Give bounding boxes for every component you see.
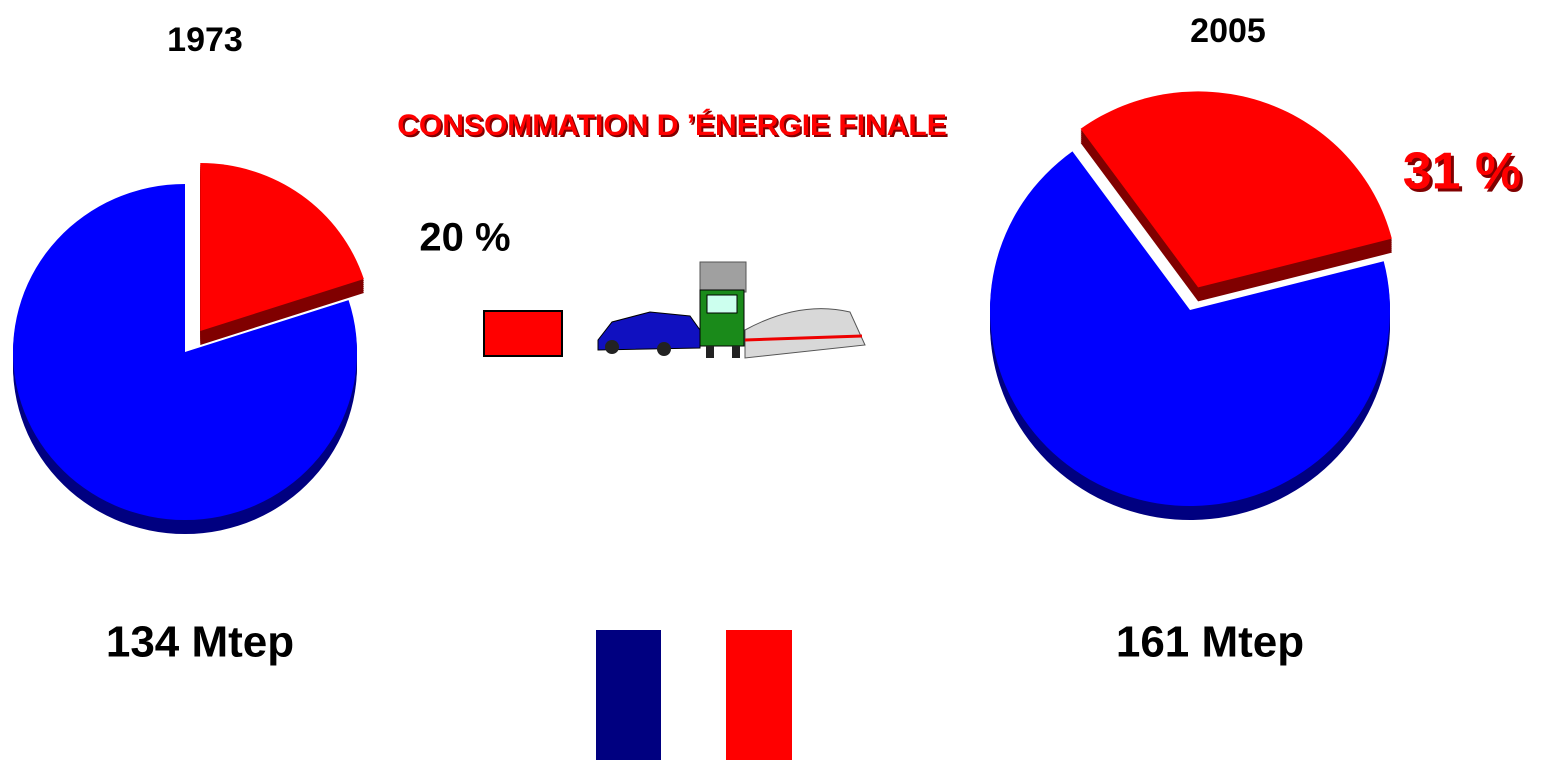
- value-label: 31 %: [1403, 143, 1522, 201]
- pie-title: 2005: [1190, 12, 1266, 50]
- flag-blue: [596, 630, 661, 760]
- total-label: 134 Mtep: [106, 618, 294, 667]
- flag-red: [726, 630, 792, 760]
- value-label: 20 %: [419, 216, 510, 260]
- transport-icon: [598, 262, 865, 358]
- pie-title: 1973: [167, 21, 243, 59]
- total-label: 161 Mtep: [1116, 618, 1304, 667]
- title: CONSOMMATION D ’ÉNERGIE FINALE: [397, 108, 946, 142]
- slide: CONSOMMATION D ’ÉNERGIE FINALE CONSOMMAT…: [0, 0, 1541, 760]
- legend-swatch: [484, 311, 562, 356]
